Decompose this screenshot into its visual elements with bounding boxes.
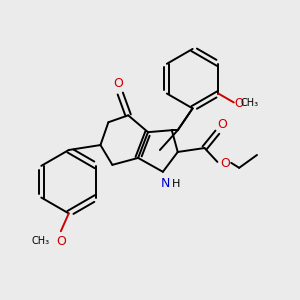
- Text: N: N: [161, 177, 170, 190]
- Text: O: O: [234, 97, 243, 110]
- Text: CH₃: CH₃: [32, 236, 50, 246]
- Text: O: O: [56, 235, 66, 248]
- Text: CH₃: CH₃: [241, 98, 259, 108]
- Text: O: O: [220, 158, 230, 170]
- Text: O: O: [113, 77, 123, 90]
- Text: O: O: [218, 118, 227, 131]
- Text: H: H: [172, 179, 180, 189]
